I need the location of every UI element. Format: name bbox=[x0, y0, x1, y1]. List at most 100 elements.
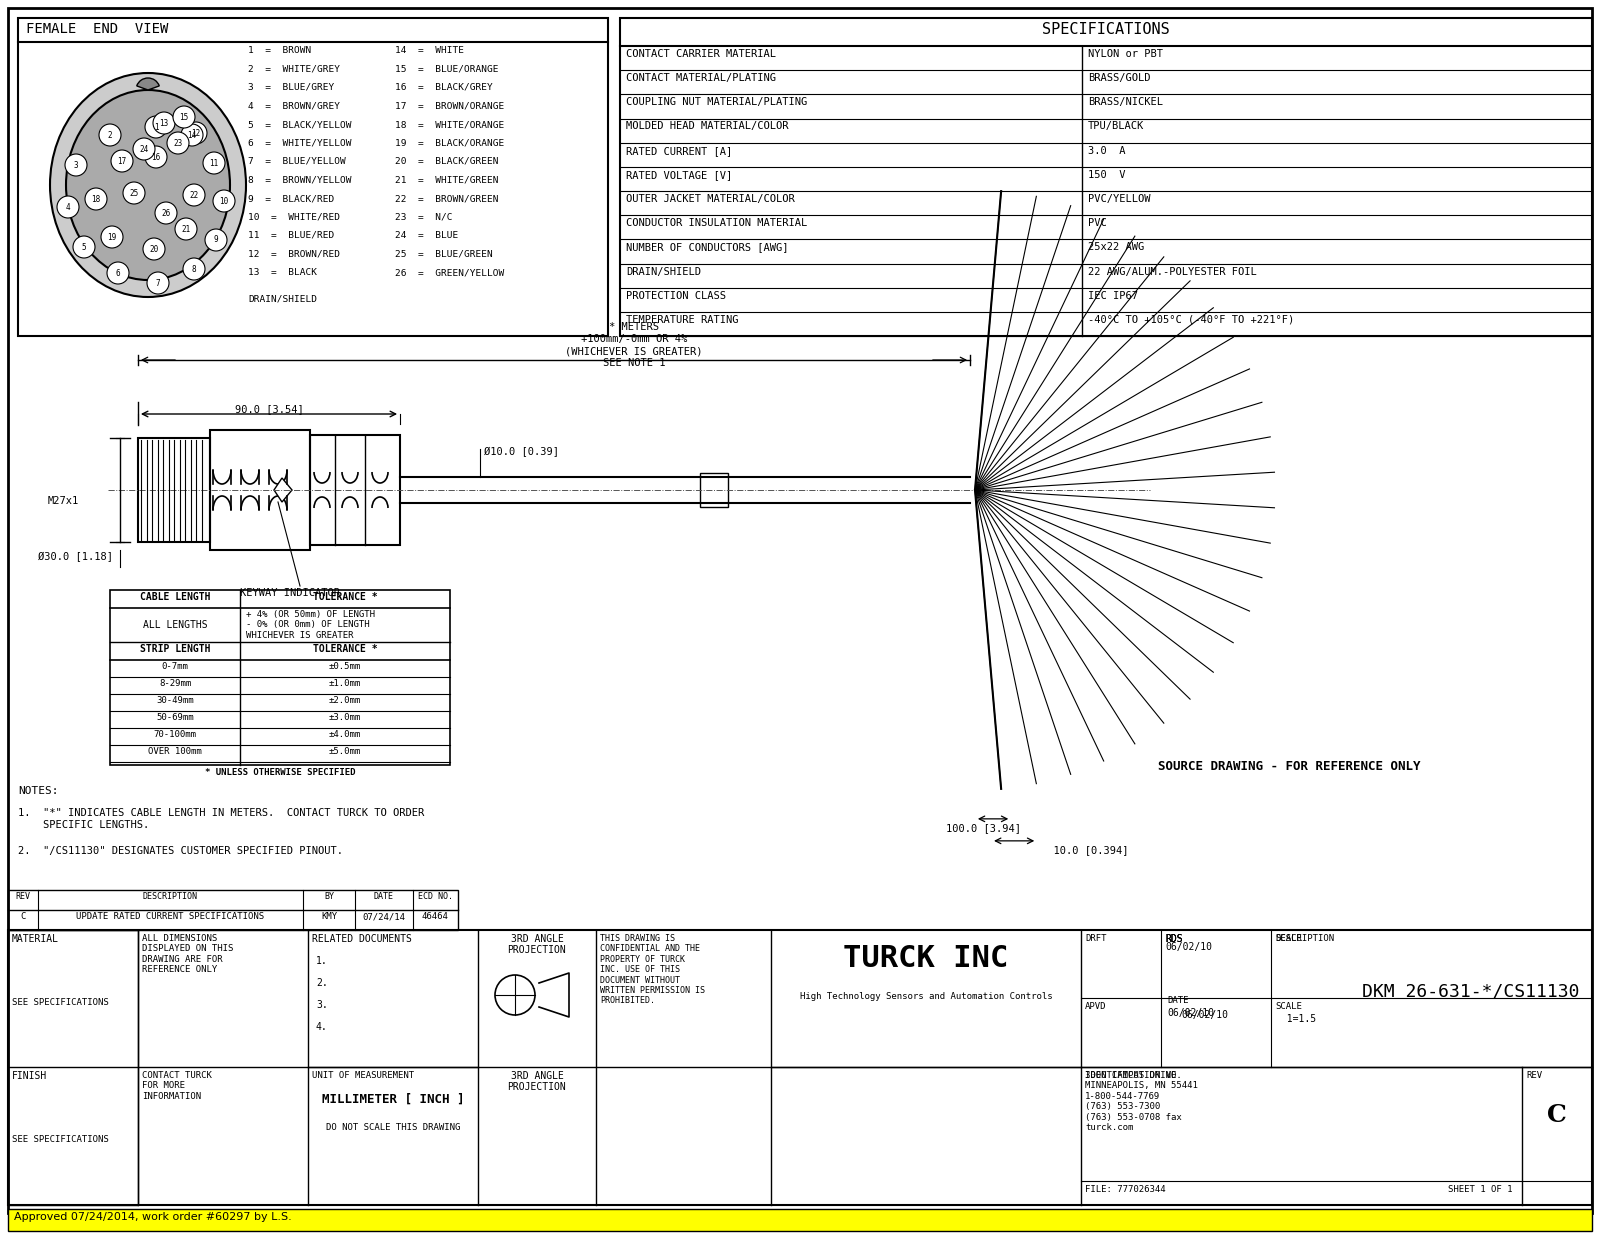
Text: OUTER JACKET MATERIAL/COLOR: OUTER JACKET MATERIAL/COLOR bbox=[626, 194, 795, 204]
Text: NOTES:: NOTES: bbox=[18, 785, 59, 795]
Text: 1: 1 bbox=[154, 122, 158, 131]
Text: 2.: 2. bbox=[317, 978, 328, 988]
Text: 3  =  BLUE/GREY: 3 = BLUE/GREY bbox=[248, 83, 334, 92]
Text: SCALE: SCALE bbox=[1275, 934, 1302, 943]
Text: DESCRIPTION: DESCRIPTION bbox=[142, 892, 197, 901]
Text: 1.  "*" INDICATES CABLE LENGTH IN METERS.  CONTACT TURCK TO ORDER
    SPECIFIC L: 1. "*" INDICATES CABLE LENGTH IN METERS.… bbox=[18, 808, 424, 830]
Text: BRASS/NICKEL: BRASS/NICKEL bbox=[1088, 98, 1163, 108]
Text: PROJECTION: PROJECTION bbox=[507, 1082, 566, 1092]
Circle shape bbox=[182, 259, 205, 280]
Text: 3RD ANGLE: 3RD ANGLE bbox=[510, 1071, 563, 1081]
Text: 14: 14 bbox=[187, 130, 197, 140]
Text: KEYWAY INDICATOR: KEYWAY INDICATOR bbox=[240, 588, 339, 597]
Text: FINISH: FINISH bbox=[13, 1071, 48, 1081]
Text: BY: BY bbox=[323, 892, 334, 901]
Text: 9: 9 bbox=[214, 235, 218, 245]
Text: 06/02/10: 06/02/10 bbox=[1166, 1008, 1214, 1018]
Text: 18  =  WHITE/ORANGE: 18 = WHITE/ORANGE bbox=[395, 120, 504, 129]
Text: 13: 13 bbox=[160, 119, 168, 127]
Text: 25: 25 bbox=[130, 188, 139, 198]
Text: High Technology Sensors and Automation Controls: High Technology Sensors and Automation C… bbox=[800, 992, 1053, 1001]
Text: RELATED DOCUMENTS: RELATED DOCUMENTS bbox=[312, 934, 411, 944]
Text: DATE: DATE bbox=[1166, 996, 1189, 1004]
Text: ALL LENGTHS: ALL LENGTHS bbox=[142, 620, 208, 630]
Text: DESCRIPTION: DESCRIPTION bbox=[1275, 934, 1334, 943]
Circle shape bbox=[66, 153, 86, 176]
Circle shape bbox=[182, 184, 205, 207]
Text: 23: 23 bbox=[173, 139, 182, 147]
Circle shape bbox=[142, 238, 165, 260]
Text: 10  =  WHITE/RED: 10 = WHITE/RED bbox=[248, 213, 339, 221]
Text: RDS: RDS bbox=[1165, 934, 1182, 944]
Text: +100mm/-0mm OR 4%: +100mm/-0mm OR 4% bbox=[581, 334, 686, 344]
Text: 70-100mm: 70-100mm bbox=[154, 730, 197, 738]
Text: 2: 2 bbox=[107, 130, 112, 140]
Text: NUMBER OF CONDUCTORS [AWG]: NUMBER OF CONDUCTORS [AWG] bbox=[626, 242, 789, 252]
Text: 22 AWG/ALUM.-POLYESTER FOIL: 22 AWG/ALUM.-POLYESTER FOIL bbox=[1088, 266, 1256, 277]
Wedge shape bbox=[136, 78, 160, 90]
Polygon shape bbox=[274, 477, 291, 502]
Circle shape bbox=[123, 182, 146, 204]
Text: 16: 16 bbox=[152, 152, 160, 162]
Text: 14  =  WHITE: 14 = WHITE bbox=[395, 46, 464, 54]
Text: 8: 8 bbox=[192, 265, 197, 273]
Text: 11: 11 bbox=[210, 158, 219, 167]
Text: Ø30.0 [1.18]: Ø30.0 [1.18] bbox=[38, 552, 114, 562]
Circle shape bbox=[147, 272, 170, 294]
Ellipse shape bbox=[66, 90, 230, 280]
Text: 7: 7 bbox=[155, 278, 160, 287]
Circle shape bbox=[58, 195, 78, 218]
Text: SPECIFICATIONS: SPECIFICATIONS bbox=[1042, 22, 1170, 37]
Text: * METERS: * METERS bbox=[610, 322, 659, 332]
Text: UPDATE RATED CURRENT SPECIFICATIONS: UPDATE RATED CURRENT SPECIFICATIONS bbox=[75, 912, 264, 922]
Text: 3.0  A: 3.0 A bbox=[1088, 146, 1125, 156]
Text: 22  =  BROWN/GREEN: 22 = BROWN/GREEN bbox=[395, 194, 499, 203]
Text: DRFT: DRFT bbox=[1085, 934, 1107, 943]
Circle shape bbox=[173, 106, 195, 127]
Text: ±0.5mm: ±0.5mm bbox=[330, 662, 362, 670]
Text: 46464: 46464 bbox=[421, 912, 448, 922]
Text: 12: 12 bbox=[192, 129, 200, 137]
Text: 1.: 1. bbox=[317, 956, 328, 966]
Text: PROTECTION CLASS: PROTECTION CLASS bbox=[626, 291, 726, 301]
Text: SOURCE DRAWING - FOR REFERENCE ONLY: SOURCE DRAWING - FOR REFERENCE ONLY bbox=[1157, 760, 1421, 773]
Text: DRAIN/SHIELD: DRAIN/SHIELD bbox=[626, 266, 701, 277]
Circle shape bbox=[166, 132, 189, 153]
Bar bbox=[621, 19, 1592, 336]
Text: 19  =  BLACK/ORANGE: 19 = BLACK/ORANGE bbox=[395, 139, 504, 147]
Text: DKM 26-631-*/CS11130: DKM 26-631-*/CS11130 bbox=[1362, 982, 1579, 999]
Text: 2.  "/CS11130" DESIGNATES CUSTOMER SPECIFIED PINOUT.: 2. "/CS11130" DESIGNATES CUSTOMER SPECIF… bbox=[18, 846, 342, 856]
Circle shape bbox=[107, 262, 130, 285]
Text: TOLERANCE *: TOLERANCE * bbox=[312, 644, 378, 654]
Circle shape bbox=[110, 150, 133, 172]
Text: TPU/BLACK: TPU/BLACK bbox=[1088, 121, 1144, 131]
Text: REV: REV bbox=[1526, 1071, 1542, 1080]
Bar bbox=[8, 1209, 1592, 1231]
Text: 15  =  BLUE/ORANGE: 15 = BLUE/ORANGE bbox=[395, 64, 499, 73]
Text: 25  =  BLUE/GREEN: 25 = BLUE/GREEN bbox=[395, 250, 493, 259]
Text: TOLERANCE *: TOLERANCE * bbox=[312, 593, 378, 602]
Text: 9  =  BLACK/RED: 9 = BLACK/RED bbox=[248, 194, 334, 203]
Text: 5: 5 bbox=[82, 242, 86, 251]
Text: 100.0 [3.94]: 100.0 [3.94] bbox=[946, 823, 1021, 833]
Text: 18: 18 bbox=[91, 194, 101, 204]
Text: 17: 17 bbox=[117, 157, 126, 166]
Text: -40°C TO +105°C (-40°F TO +221°F): -40°C TO +105°C (-40°F TO +221°F) bbox=[1088, 315, 1294, 325]
Text: 26  =  GREEN/YELLOW: 26 = GREEN/YELLOW bbox=[395, 268, 504, 277]
Text: UNIT OF MEASUREMENT: UNIT OF MEASUREMENT bbox=[312, 1071, 414, 1080]
Text: NYLON or PBT: NYLON or PBT bbox=[1088, 49, 1163, 59]
Text: DATE: DATE bbox=[374, 892, 394, 901]
Text: 3000 CAMPUS DRIVE
MINNEAPOLIS, MN 55441
1-800-544-7769
(763) 553-7300
(763) 553-: 3000 CAMPUS DRIVE MINNEAPOLIS, MN 55441 … bbox=[1085, 1071, 1198, 1132]
Text: SEE NOTE 1: SEE NOTE 1 bbox=[603, 357, 666, 367]
Text: CONDUCTOR INSULATION MATERIAL: CONDUCTOR INSULATION MATERIAL bbox=[626, 218, 808, 228]
Text: 4.: 4. bbox=[317, 1022, 328, 1032]
Circle shape bbox=[186, 122, 206, 143]
Text: 90.0 [3.54]: 90.0 [3.54] bbox=[235, 404, 304, 414]
Text: 10.0 [0.394]: 10.0 [0.394] bbox=[1042, 845, 1128, 855]
Circle shape bbox=[213, 190, 235, 212]
Text: (WHICHEVER IS GREATER): (WHICHEVER IS GREATER) bbox=[565, 346, 702, 356]
Text: 1=1.5: 1=1.5 bbox=[1275, 1014, 1317, 1024]
Text: IEC IP67: IEC IP67 bbox=[1088, 291, 1138, 301]
Ellipse shape bbox=[50, 73, 246, 297]
Circle shape bbox=[74, 236, 94, 259]
